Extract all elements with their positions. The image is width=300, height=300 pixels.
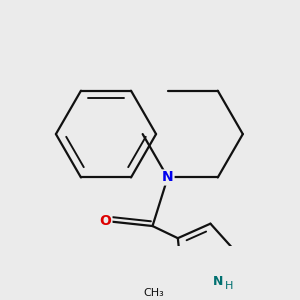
Text: CH₃: CH₃ — [144, 288, 165, 298]
Text: N: N — [162, 170, 173, 184]
Text: H: H — [225, 280, 233, 291]
Text: N: N — [213, 274, 223, 288]
Text: O: O — [100, 214, 111, 229]
